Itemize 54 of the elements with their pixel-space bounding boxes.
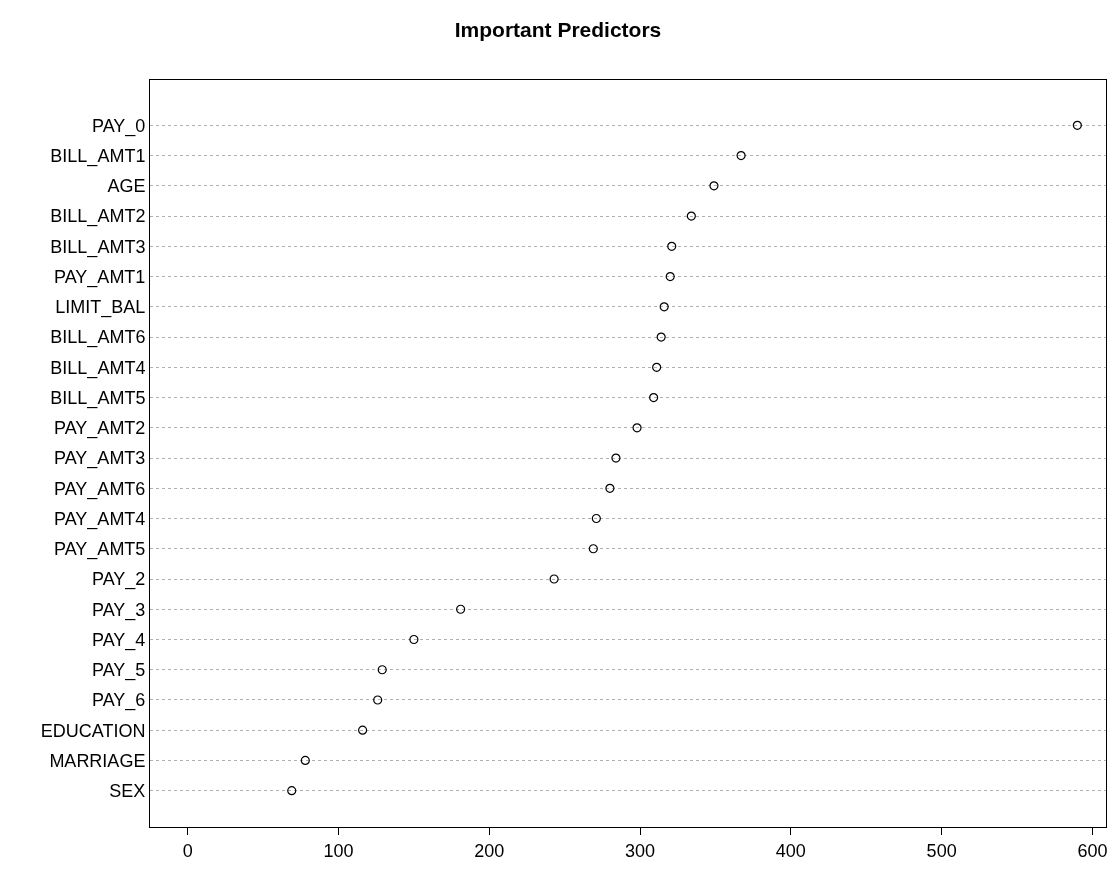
point: [605, 483, 615, 493]
y-tick-label: PAY_AMT4: [54, 508, 146, 530]
y-tick-label: PAY_2: [92, 569, 146, 591]
point: [665, 271, 675, 282]
y-tick-label: PAY_AMT6: [54, 478, 146, 500]
chart-title: Important Predictors: [454, 17, 662, 41]
y-tick-label: BILL_AMT3: [50, 236, 146, 258]
y-tick-label: PAY_6: [92, 690, 146, 712]
x-tick-label: 100: [323, 840, 354, 861]
y-tick-label: MARRIAGE: [49, 750, 146, 771]
point: [656, 332, 666, 342]
y-tick-label: PAY_3: [92, 599, 146, 621]
x-tick-label: 0: [182, 840, 193, 861]
x-tick-label: 400: [775, 840, 806, 861]
y-tick-label: LIMIT_BAL: [55, 297, 146, 319]
point: [300, 755, 310, 766]
y-tick-label: AGE: [107, 176, 146, 197]
x-tick-label: 600: [1077, 840, 1108, 861]
point: [632, 423, 642, 433]
x-tick-label: 300: [625, 840, 656, 861]
point: [652, 362, 662, 372]
point: [456, 604, 466, 614]
y-tick-label: EDUCATION: [40, 720, 146, 741]
point: [373, 695, 383, 705]
point: [358, 725, 368, 735]
point: [686, 211, 696, 221]
point: [591, 513, 601, 524]
point: [611, 453, 621, 463]
y-tick-label: BILL_AMT4: [50, 357, 146, 379]
y-tick-label: PAY_AMT2: [54, 418, 146, 440]
y-tick-label: PAY_AMT3: [54, 448, 146, 470]
y-tick-label: BILL_AMT5: [50, 387, 146, 409]
y-tick-label: SEX: [109, 781, 146, 802]
point: [287, 786, 297, 796]
y-tick-label: BILL_AMT2: [50, 206, 146, 228]
point: [1072, 120, 1082, 130]
point: [649, 392, 659, 403]
x-tick-label: 200: [474, 840, 505, 861]
x-tick-label: 500: [926, 840, 957, 861]
point: [736, 151, 746, 161]
point: [377, 665, 387, 675]
point: [549, 574, 559, 584]
point: [588, 544, 598, 554]
y-tick-label: PAY_4: [92, 629, 146, 651]
point: [659, 302, 669, 312]
y-tick-label: PAY_AMT5: [54, 539, 146, 561]
y-tick-label: PAY_5: [92, 660, 146, 682]
point: [667, 241, 677, 251]
y-tick-label: PAY_0: [92, 115, 146, 137]
point: [709, 181, 719, 191]
point: [409, 634, 419, 645]
y-tick-label: BILL_AMT6: [50, 327, 146, 349]
y-tick-label: BILL_AMT1: [50, 145, 146, 167]
y-tick-label: PAY_AMT1: [54, 266, 146, 288]
